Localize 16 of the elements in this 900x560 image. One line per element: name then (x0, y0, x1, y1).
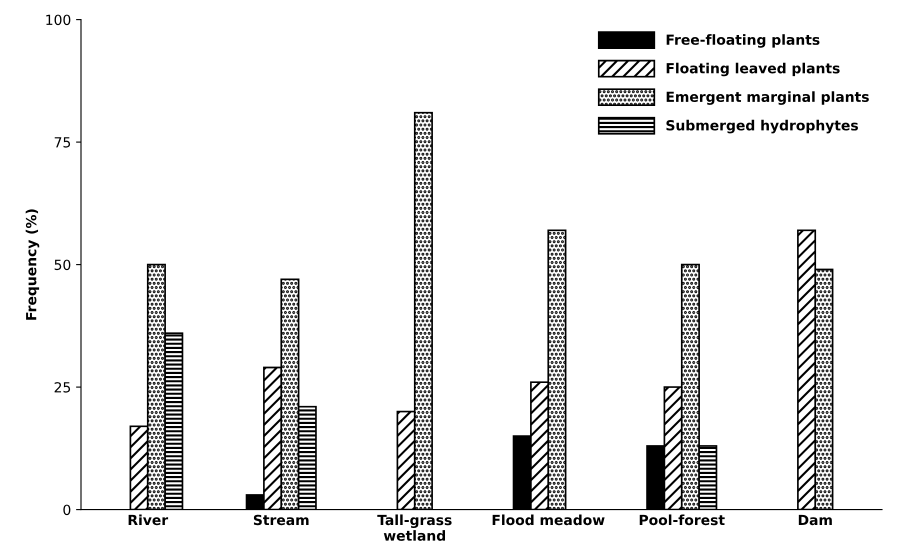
x-tick-label: Flood meadow (492, 514, 605, 526)
y-tick-label: 25 (54, 382, 70, 393)
x-tick-label: River (128, 514, 168, 526)
y-axis-title: Frequency (%) (26, 209, 40, 320)
x-tick-label: Tall-grass wetland (377, 514, 452, 541)
x-tick-label: Dam (798, 514, 832, 526)
x-tick-label: Pool-forest (640, 514, 725, 526)
y-tick-label: 50 (54, 260, 70, 270)
legend-label: Emergent marginal plants (666, 91, 869, 105)
y-tick-label: 100 (46, 14, 70, 26)
legend-label: Submerged hydrophytes (666, 120, 858, 134)
legend-label: Free-floating plants (666, 34, 820, 48)
legend-label: Floating leaved plants (666, 62, 840, 76)
y-tick-label: 75 (54, 137, 70, 148)
x-tick-label: Stream (254, 514, 309, 526)
y-tick-label: 0 (63, 504, 70, 516)
